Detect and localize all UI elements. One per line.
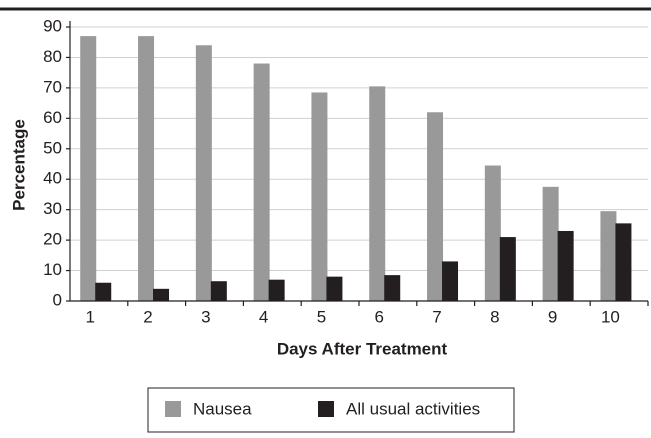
x-tick-label: 7 — [432, 307, 441, 326]
bar — [442, 261, 459, 301]
bar — [499, 237, 516, 301]
x-tick-label: 2 — [143, 307, 152, 326]
y-axis-title: Percentage — [9, 119, 28, 211]
y-tick-label: 60 — [43, 108, 62, 127]
bar — [153, 288, 170, 301]
bar — [80, 36, 97, 302]
y-tick-label: 90 — [43, 16, 62, 35]
bar — [95, 282, 112, 301]
x-tick-label: 8 — [490, 307, 499, 326]
bar — [427, 112, 444, 301]
x-tick-label: 6 — [374, 307, 383, 326]
bar — [600, 211, 617, 301]
bar — [384, 275, 401, 301]
x-tick-label: 9 — [548, 307, 557, 326]
x-tick-label: 3 — [201, 307, 210, 326]
bar — [138, 36, 155, 302]
bar — [311, 92, 328, 301]
x-tick-label: 1 — [85, 307, 94, 326]
legend-label: Nausea — [193, 399, 252, 418]
legend-label: All usual activities — [346, 399, 480, 418]
y-tick-label: 0 — [53, 290, 62, 309]
x-tick-label: 10 — [601, 307, 620, 326]
x-tick-label: 4 — [259, 307, 268, 326]
y-tick-label: 10 — [43, 260, 62, 279]
bar — [253, 63, 270, 302]
bar — [615, 223, 632, 301]
legend-swatch — [318, 401, 334, 417]
bar — [369, 86, 386, 301]
y-tick-label: 80 — [43, 47, 62, 66]
bar — [326, 276, 343, 301]
y-tick-label: 50 — [43, 138, 62, 157]
bar — [268, 279, 285, 301]
bar — [557, 230, 574, 301]
bar — [210, 281, 227, 301]
y-tick-label: 20 — [43, 230, 62, 249]
y-tick-label: 40 — [43, 169, 62, 188]
bar — [542, 186, 559, 301]
legend-swatch — [165, 401, 181, 417]
legend-box — [147, 387, 515, 433]
bar — [195, 45, 212, 302]
y-tick-label: 30 — [43, 199, 62, 218]
bar — [484, 165, 501, 301]
x-axis-title: Days After Treatment — [277, 339, 448, 358]
y-tick-label: 70 — [43, 77, 62, 96]
x-tick-label: 5 — [317, 307, 326, 326]
